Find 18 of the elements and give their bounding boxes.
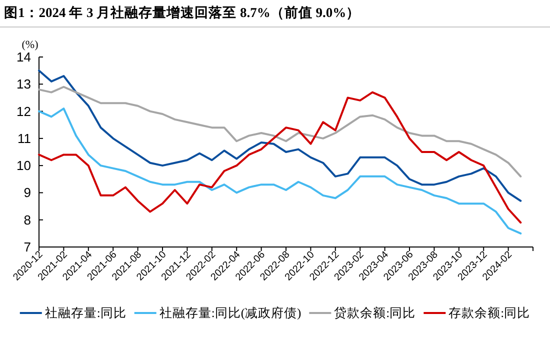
legend-label: 社融存量:同比 <box>44 306 126 320</box>
legend-label: 社融存量:同比(减政府债) <box>159 305 302 320</box>
line-series <box>38 91 522 224</box>
line-series <box>38 86 522 178</box>
y-tick-label: 13 <box>16 76 31 92</box>
y-tick-label: 12 <box>16 104 31 119</box>
line-series <box>38 70 522 202</box>
line-series <box>38 108 522 234</box>
y-tick-label: 9 <box>24 185 31 200</box>
y-axis-title: (%) <box>22 39 39 51</box>
y-tick-label: 8 <box>24 212 31 228</box>
chart-title: 图1：2024 年 3 月社融存量增速回落至 8.7%（前值 9.0%） <box>4 5 360 20</box>
y-tick-label: 7 <box>24 240 31 254</box>
y-tick-label: 11 <box>18 130 31 146</box>
y-tick-label: 10 <box>16 158 31 174</box>
legend-label: 存款余额:同比 <box>448 306 530 320</box>
legend-label: 贷款余额:同比 <box>334 306 416 320</box>
y-tick-label: 14 <box>16 50 31 64</box>
